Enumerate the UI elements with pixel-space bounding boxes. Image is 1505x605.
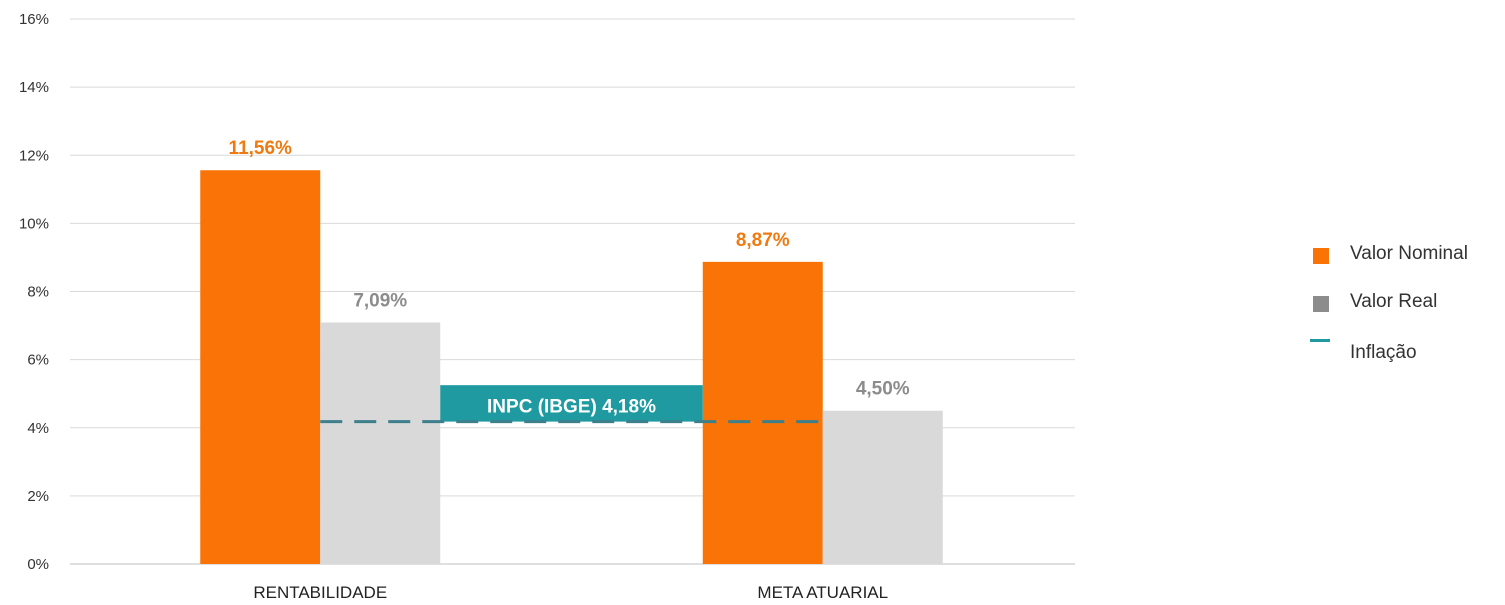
bar-valor-nominal — [702, 261, 823, 564]
y-tick-label: 6% — [27, 352, 49, 369]
legend-label-valor-real: Valor Real — [1350, 291, 1438, 312]
legend-label-valor-nominal: Valor Nominal — [1350, 243, 1468, 264]
data-labels: 11,56% 7,09% 8,87% 4,50% — [229, 138, 910, 399]
inflation-label: INPC (IBGE) 4,18% — [487, 397, 656, 418]
bar-valor-nominal — [200, 170, 321, 565]
data-label: 8,87% — [736, 230, 790, 251]
legend-swatch-inflacao — [1310, 339, 1330, 342]
y-tick-label: 16% — [19, 11, 49, 28]
inflation-label-box — [440, 385, 703, 422]
y-tick-label: 8% — [27, 284, 49, 301]
y-tick-label: 0% — [27, 556, 49, 573]
y-axis-ticks: 0% 2% 4% 6% 8% 10% 12% 14% 16% — [19, 11, 49, 573]
data-label: 11,56% — [229, 138, 292, 159]
bars — [200, 170, 943, 565]
legend-swatch-valor-nominal — [1313, 248, 1329, 264]
data-label: 4,50% — [856, 379, 910, 400]
inflation-reference: INPC (IBGE) 4,18% — [320, 385, 823, 424]
y-tick-label: 4% — [27, 420, 49, 437]
data-label: 7,09% — [353, 290, 407, 311]
legend-label-inflacao: Inflação — [1350, 342, 1417, 363]
category-label: META ATUARIAL — [757, 583, 888, 602]
y-tick-label: 14% — [19, 79, 49, 96]
y-tick-label: 2% — [27, 488, 49, 505]
bar-valor-real — [320, 322, 441, 564]
category-labels: RENTABILIDADE META ATUARIAL — [253, 583, 888, 602]
legend-swatch-valor-real — [1313, 296, 1329, 312]
y-tick-label: 10% — [19, 215, 49, 232]
y-tick-label: 12% — [19, 147, 49, 164]
category-label: RENTABILIDADE — [253, 583, 387, 602]
bar-valor-real — [822, 410, 943, 564]
